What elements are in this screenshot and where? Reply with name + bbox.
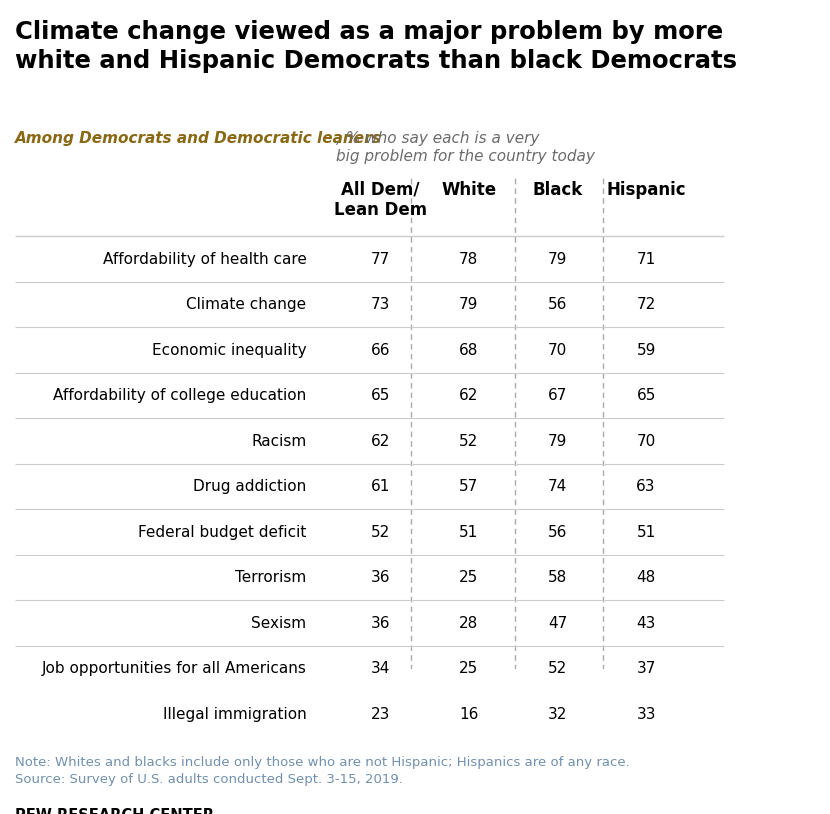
Text: 48: 48 — [637, 570, 656, 585]
Text: 61: 61 — [370, 479, 390, 494]
Text: 79: 79 — [548, 252, 567, 266]
Text: Climate change viewed as a major problem by more
white and Hispanic Democrats th: Climate change viewed as a major problem… — [15, 20, 737, 72]
Text: 32: 32 — [548, 707, 567, 721]
Text: 78: 78 — [459, 252, 479, 266]
Text: 57: 57 — [459, 479, 479, 494]
Text: 71: 71 — [637, 252, 656, 266]
Text: 25: 25 — [459, 570, 479, 585]
Text: 23: 23 — [370, 707, 390, 721]
Text: 36: 36 — [370, 615, 390, 631]
Text: 63: 63 — [637, 479, 656, 494]
Text: Job opportunities for all Americans: Job opportunities for all Americans — [42, 661, 306, 676]
Text: Terrorism: Terrorism — [235, 570, 306, 585]
Text: 65: 65 — [370, 388, 390, 403]
Text: 62: 62 — [459, 388, 479, 403]
Text: Among Democrats and Democratic leaners: Among Democrats and Democratic leaners — [15, 130, 382, 146]
Text: Sexism: Sexism — [251, 615, 306, 631]
Text: Note: Whites and blacks include only those who are not Hispanic; Hispanics are o: Note: Whites and blacks include only tho… — [15, 755, 629, 786]
Text: Drug addiction: Drug addiction — [193, 479, 306, 494]
Text: 34: 34 — [370, 661, 390, 676]
Text: 37: 37 — [637, 661, 656, 676]
Text: White: White — [442, 181, 496, 199]
Text: 52: 52 — [371, 524, 390, 540]
Text: 51: 51 — [459, 524, 479, 540]
Text: 47: 47 — [548, 615, 567, 631]
Text: 52: 52 — [548, 661, 567, 676]
Text: 65: 65 — [637, 388, 656, 403]
Text: 66: 66 — [370, 343, 390, 357]
Text: 70: 70 — [548, 343, 567, 357]
Text: Hispanic: Hispanic — [606, 181, 686, 199]
Text: Racism: Racism — [251, 434, 306, 449]
Text: Affordability of college education: Affordability of college education — [53, 388, 306, 403]
Text: 73: 73 — [370, 297, 390, 312]
Text: 79: 79 — [459, 297, 479, 312]
Text: 72: 72 — [637, 297, 656, 312]
Text: 58: 58 — [548, 570, 567, 585]
Text: 28: 28 — [459, 615, 479, 631]
Text: 70: 70 — [637, 434, 656, 449]
Text: 56: 56 — [548, 524, 567, 540]
Text: 33: 33 — [637, 707, 656, 721]
Text: 51: 51 — [637, 524, 656, 540]
Text: , % who say each is a very
big problem for the country today: , % who say each is a very big problem f… — [336, 130, 595, 164]
Text: 68: 68 — [459, 343, 479, 357]
Text: 43: 43 — [637, 615, 656, 631]
Text: 16: 16 — [459, 707, 479, 721]
Text: 79: 79 — [548, 434, 567, 449]
Text: 74: 74 — [548, 479, 567, 494]
Text: Climate change: Climate change — [186, 297, 306, 312]
Text: 59: 59 — [637, 343, 656, 357]
Text: 67: 67 — [548, 388, 567, 403]
Text: 36: 36 — [370, 570, 390, 585]
Text: Black: Black — [532, 181, 583, 199]
Text: PEW RESEARCH CENTER: PEW RESEARCH CENTER — [15, 807, 214, 814]
Text: 56: 56 — [548, 297, 567, 312]
Text: 77: 77 — [371, 252, 390, 266]
Text: 52: 52 — [459, 434, 479, 449]
Text: All Dem/
Lean Dem: All Dem/ Lean Dem — [334, 181, 427, 220]
Text: Illegal immigration: Illegal immigration — [163, 707, 306, 721]
Text: 62: 62 — [370, 434, 390, 449]
Text: Affordability of health care: Affordability of health care — [103, 252, 306, 266]
Text: Federal budget deficit: Federal budget deficit — [138, 524, 306, 540]
Text: 25: 25 — [459, 661, 479, 676]
Text: Economic inequality: Economic inequality — [152, 343, 306, 357]
